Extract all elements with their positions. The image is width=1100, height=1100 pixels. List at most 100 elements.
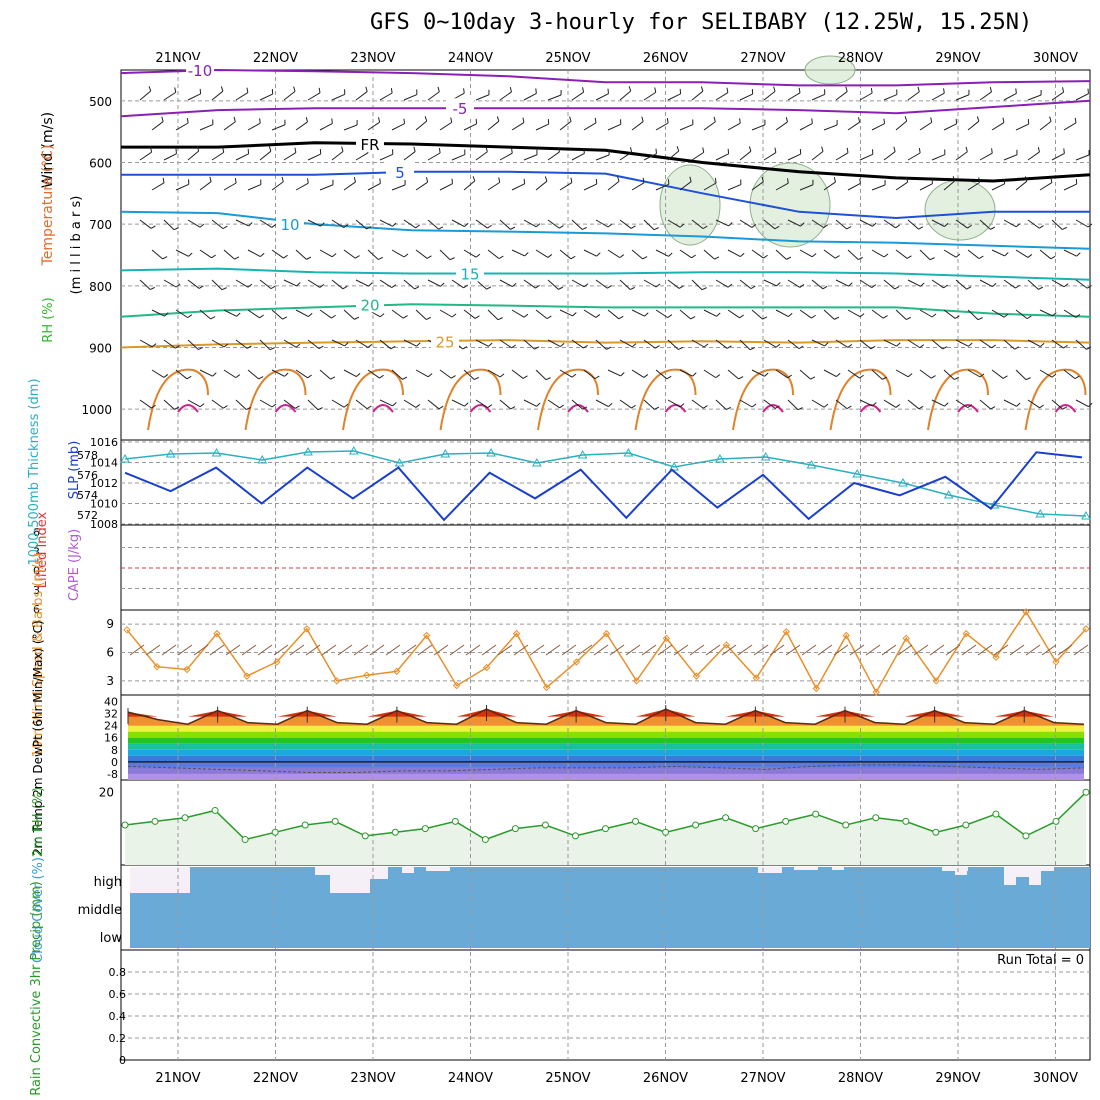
contour-label: 25	[435, 333, 454, 351]
wind-barb-flag	[1015, 88, 1017, 94]
temperature-color-band	[128, 773, 1084, 780]
wind-barb	[367, 369, 380, 379]
wind-barb	[151, 182, 165, 191]
wind-barb	[895, 181, 908, 191]
wind-barb	[931, 154, 946, 161]
wind-barb-flag	[1015, 284, 1020, 289]
wind-barb	[499, 339, 512, 349]
wind-barb-flag	[739, 118, 741, 124]
wind-barb-flag	[871, 284, 877, 289]
contour-label-bg	[356, 134, 384, 152]
wind-barb	[655, 122, 669, 131]
wind10-barb	[385, 644, 401, 656]
wind-barb	[211, 151, 225, 161]
wind-barb	[595, 93, 609, 101]
wind-barb	[907, 279, 921, 287]
wind-barb	[715, 153, 729, 161]
wind-barb-flag	[427, 373, 433, 378]
lifted-index-tick-label: 0	[33, 565, 40, 578]
wind-barb-flag	[175, 345, 180, 349]
wind-barb	[427, 279, 441, 287]
wind-barb-flag	[354, 316, 360, 320]
wind-barb-flag	[343, 224, 349, 229]
wind10-marker	[393, 667, 401, 676]
wind10-barb	[305, 644, 321, 656]
wind-barb	[811, 279, 824, 290]
wind-barb	[487, 369, 501, 378]
wind-barb-flag	[210, 316, 216, 320]
wind-barb-flag	[1063, 148, 1065, 154]
thickness-marker	[303, 446, 313, 456]
rh-marker	[541, 821, 549, 829]
wind10-barb	[337, 644, 353, 656]
wind-barb-flag	[570, 255, 576, 260]
wind-barb-flag	[764, 372, 769, 377]
wind10-barb	[849, 644, 865, 656]
wind-barb-flag	[403, 315, 408, 319]
temp-tick-label: -8	[107, 768, 118, 781]
wind10-barb	[417, 644, 433, 656]
wind-barb-flag	[209, 176, 212, 182]
wind-barb-flag	[150, 286, 155, 290]
wind-barb-flag	[906, 255, 912, 259]
wind-barb	[919, 249, 931, 261]
wind-barb	[223, 121, 236, 131]
wind-barb	[355, 279, 369, 287]
wind-barb	[595, 339, 607, 350]
wind10-barb	[273, 644, 289, 656]
wind-barb	[739, 339, 751, 351]
temperature-color-band	[128, 743, 1084, 750]
wind-barb-flag	[848, 282, 853, 287]
wind-barb	[1003, 279, 1016, 289]
date-label-top: 22NOV	[253, 51, 298, 66]
wind-barb-flag	[991, 344, 996, 349]
wind-barb-flag	[151, 343, 157, 348]
wind-barb-flag	[463, 284, 468, 289]
wind10-marker	[1082, 625, 1090, 633]
wind-barb	[535, 249, 549, 258]
wind-barb	[799, 309, 812, 319]
wind-barb	[931, 339, 944, 350]
wind-barb	[487, 309, 499, 321]
contour-label-bg	[276, 214, 304, 233]
wind-barb-flag	[883, 315, 888, 319]
wind-barb	[139, 151, 152, 161]
wind-barb	[331, 150, 344, 161]
wind-barb	[499, 399, 512, 410]
temperature-contour	[121, 141, 1091, 183]
rh-marker	[992, 810, 1000, 818]
rh-marker	[752, 825, 760, 833]
wind-barb	[751, 249, 764, 259]
wind-barb-flag	[631, 404, 636, 409]
wind-barb-flag	[595, 314, 601, 318]
wind-barb-flag	[763, 254, 768, 259]
wind-barb	[955, 219, 968, 229]
wind-barb	[727, 184, 742, 191]
wind10-marker	[842, 631, 850, 640]
wind-barb	[499, 152, 513, 161]
wind-barb	[931, 92, 945, 101]
wind-barb	[775, 369, 788, 379]
wind-barb	[175, 249, 189, 257]
wind-barb	[619, 399, 632, 409]
wind-barb	[451, 219, 465, 228]
wind-barb	[511, 249, 525, 257]
rh-tick-label: 20	[99, 785, 114, 799]
wind-barb	[883, 151, 896, 161]
wind-barb	[175, 122, 189, 131]
wind-barb-flag	[1062, 226, 1067, 230]
wind-barb-flag	[295, 343, 301, 348]
wind-barb	[943, 123, 957, 131]
wind-barb-flag	[990, 406, 996, 410]
wind10-marker	[572, 658, 581, 666]
thickness-marker	[211, 447, 222, 457]
wind-barb	[979, 152, 993, 161]
wind-barb-flag	[727, 283, 733, 288]
wind-barb	[691, 279, 703, 291]
wind-barb-flag	[582, 226, 587, 230]
wind-barb	[799, 184, 814, 191]
rh-marker	[451, 817, 459, 825]
wind-barb-flag	[319, 284, 325, 288]
wind-barb	[955, 94, 970, 101]
wind-barb-flag	[775, 343, 781, 348]
